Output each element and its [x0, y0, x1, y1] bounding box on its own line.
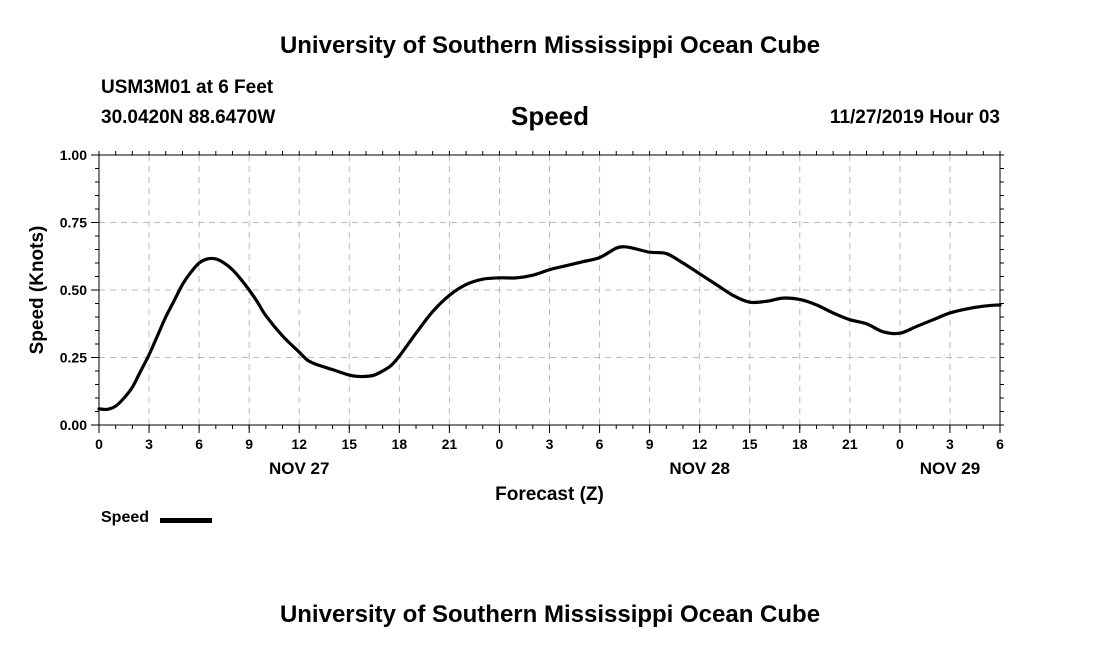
y-tick-label: 1.00 — [60, 147, 87, 163]
x-tick-label: 6 — [996, 436, 1004, 452]
x-tick-label: 18 — [792, 436, 808, 452]
legend-label: Speed — [101, 509, 150, 526]
x-tick-label: 9 — [245, 436, 253, 452]
chart-title: Speed — [510, 101, 590, 131]
x-tick-label: 15 — [341, 436, 357, 452]
y-tick-label: 0.75 — [60, 215, 87, 231]
x-tick-label: 0 — [95, 436, 103, 452]
y-axis-title: Speed (Knots) — [27, 226, 48, 355]
x-tick-label: 3 — [546, 436, 554, 452]
x-tick-label: 12 — [291, 436, 307, 452]
x-tick-label: 18 — [392, 436, 408, 452]
y-tick-label: 0.25 — [60, 350, 87, 366]
y-tick-label: 0.50 — [60, 282, 87, 298]
x-tick-label: 6 — [596, 436, 604, 452]
x-axis-title: Forecast (Z) — [495, 484, 604, 505]
series-line-speed — [97, 245, 1002, 412]
x-tick-label: 15 — [742, 436, 758, 452]
x-tick-label: 21 — [442, 436, 458, 452]
page-title-top: University of Southern Mississippi Ocean… — [279, 32, 821, 59]
x-tick-label: 6 — [195, 436, 203, 452]
x-tick-label: 0 — [496, 436, 504, 452]
y-tick-label: 0.00 — [60, 417, 87, 433]
x-tick-label: 12 — [692, 436, 708, 452]
legend-line-swatch — [160, 518, 212, 523]
x-day-label: NOV 28 — [669, 459, 729, 478]
x-day-label: NOV 29 — [920, 459, 980, 478]
coordinates-label: 30.0420N 88.6470W — [101, 107, 276, 128]
x-tick-label: 9 — [646, 436, 654, 452]
datetime-label: 11/27/2019 Hour 03 — [829, 107, 1000, 128]
x-day-label: NOV 27 — [269, 459, 329, 478]
x-tick-label: 0 — [896, 436, 904, 452]
x-tick-label: 3 — [145, 436, 153, 452]
station-label: USM3M01 at 6 Feet — [101, 77, 274, 98]
x-tick-label: 3 — [946, 436, 954, 452]
x-tick-label: 21 — [842, 436, 858, 452]
page-title-bottom: University of Southern Mississippi Ocean… — [279, 601, 821, 628]
